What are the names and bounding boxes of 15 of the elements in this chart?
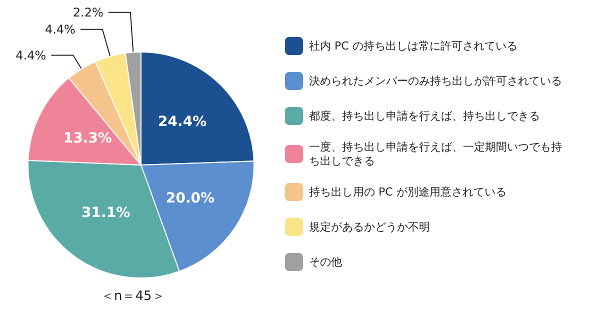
data-label: 24.4% <box>158 114 207 130</box>
legend-label: 決められたメンバーのみ持ち出しが許可されている <box>309 74 562 88</box>
data-label: 4.4% <box>44 22 76 36</box>
data-label: 2.2% <box>72 5 104 20</box>
data-label: 13.3% <box>63 130 112 147</box>
data-label: 31.1% <box>82 204 130 221</box>
data-label: 20.0% <box>166 190 215 206</box>
legend-label: 都度、持ち出し申請を行えば、持ち出しできる <box>309 110 540 122</box>
legend-label: 一度、持ち出し申請を行えば、一定期間いつでも持ち出しできる <box>309 140 562 168</box>
legend-label: 規定があるかどうか不明 <box>309 220 430 234</box>
legend-label: 社内 PC の持ち出しは常に許可されている <box>309 40 518 52</box>
legend-label: 持ち出し用の PC が別途用意されている <box>309 186 506 198</box>
legend-label: その他 <box>309 256 342 268</box>
data-label: 4.4% <box>16 48 46 62</box>
text: ＜n＝45＞ <box>101 289 165 304</box>
